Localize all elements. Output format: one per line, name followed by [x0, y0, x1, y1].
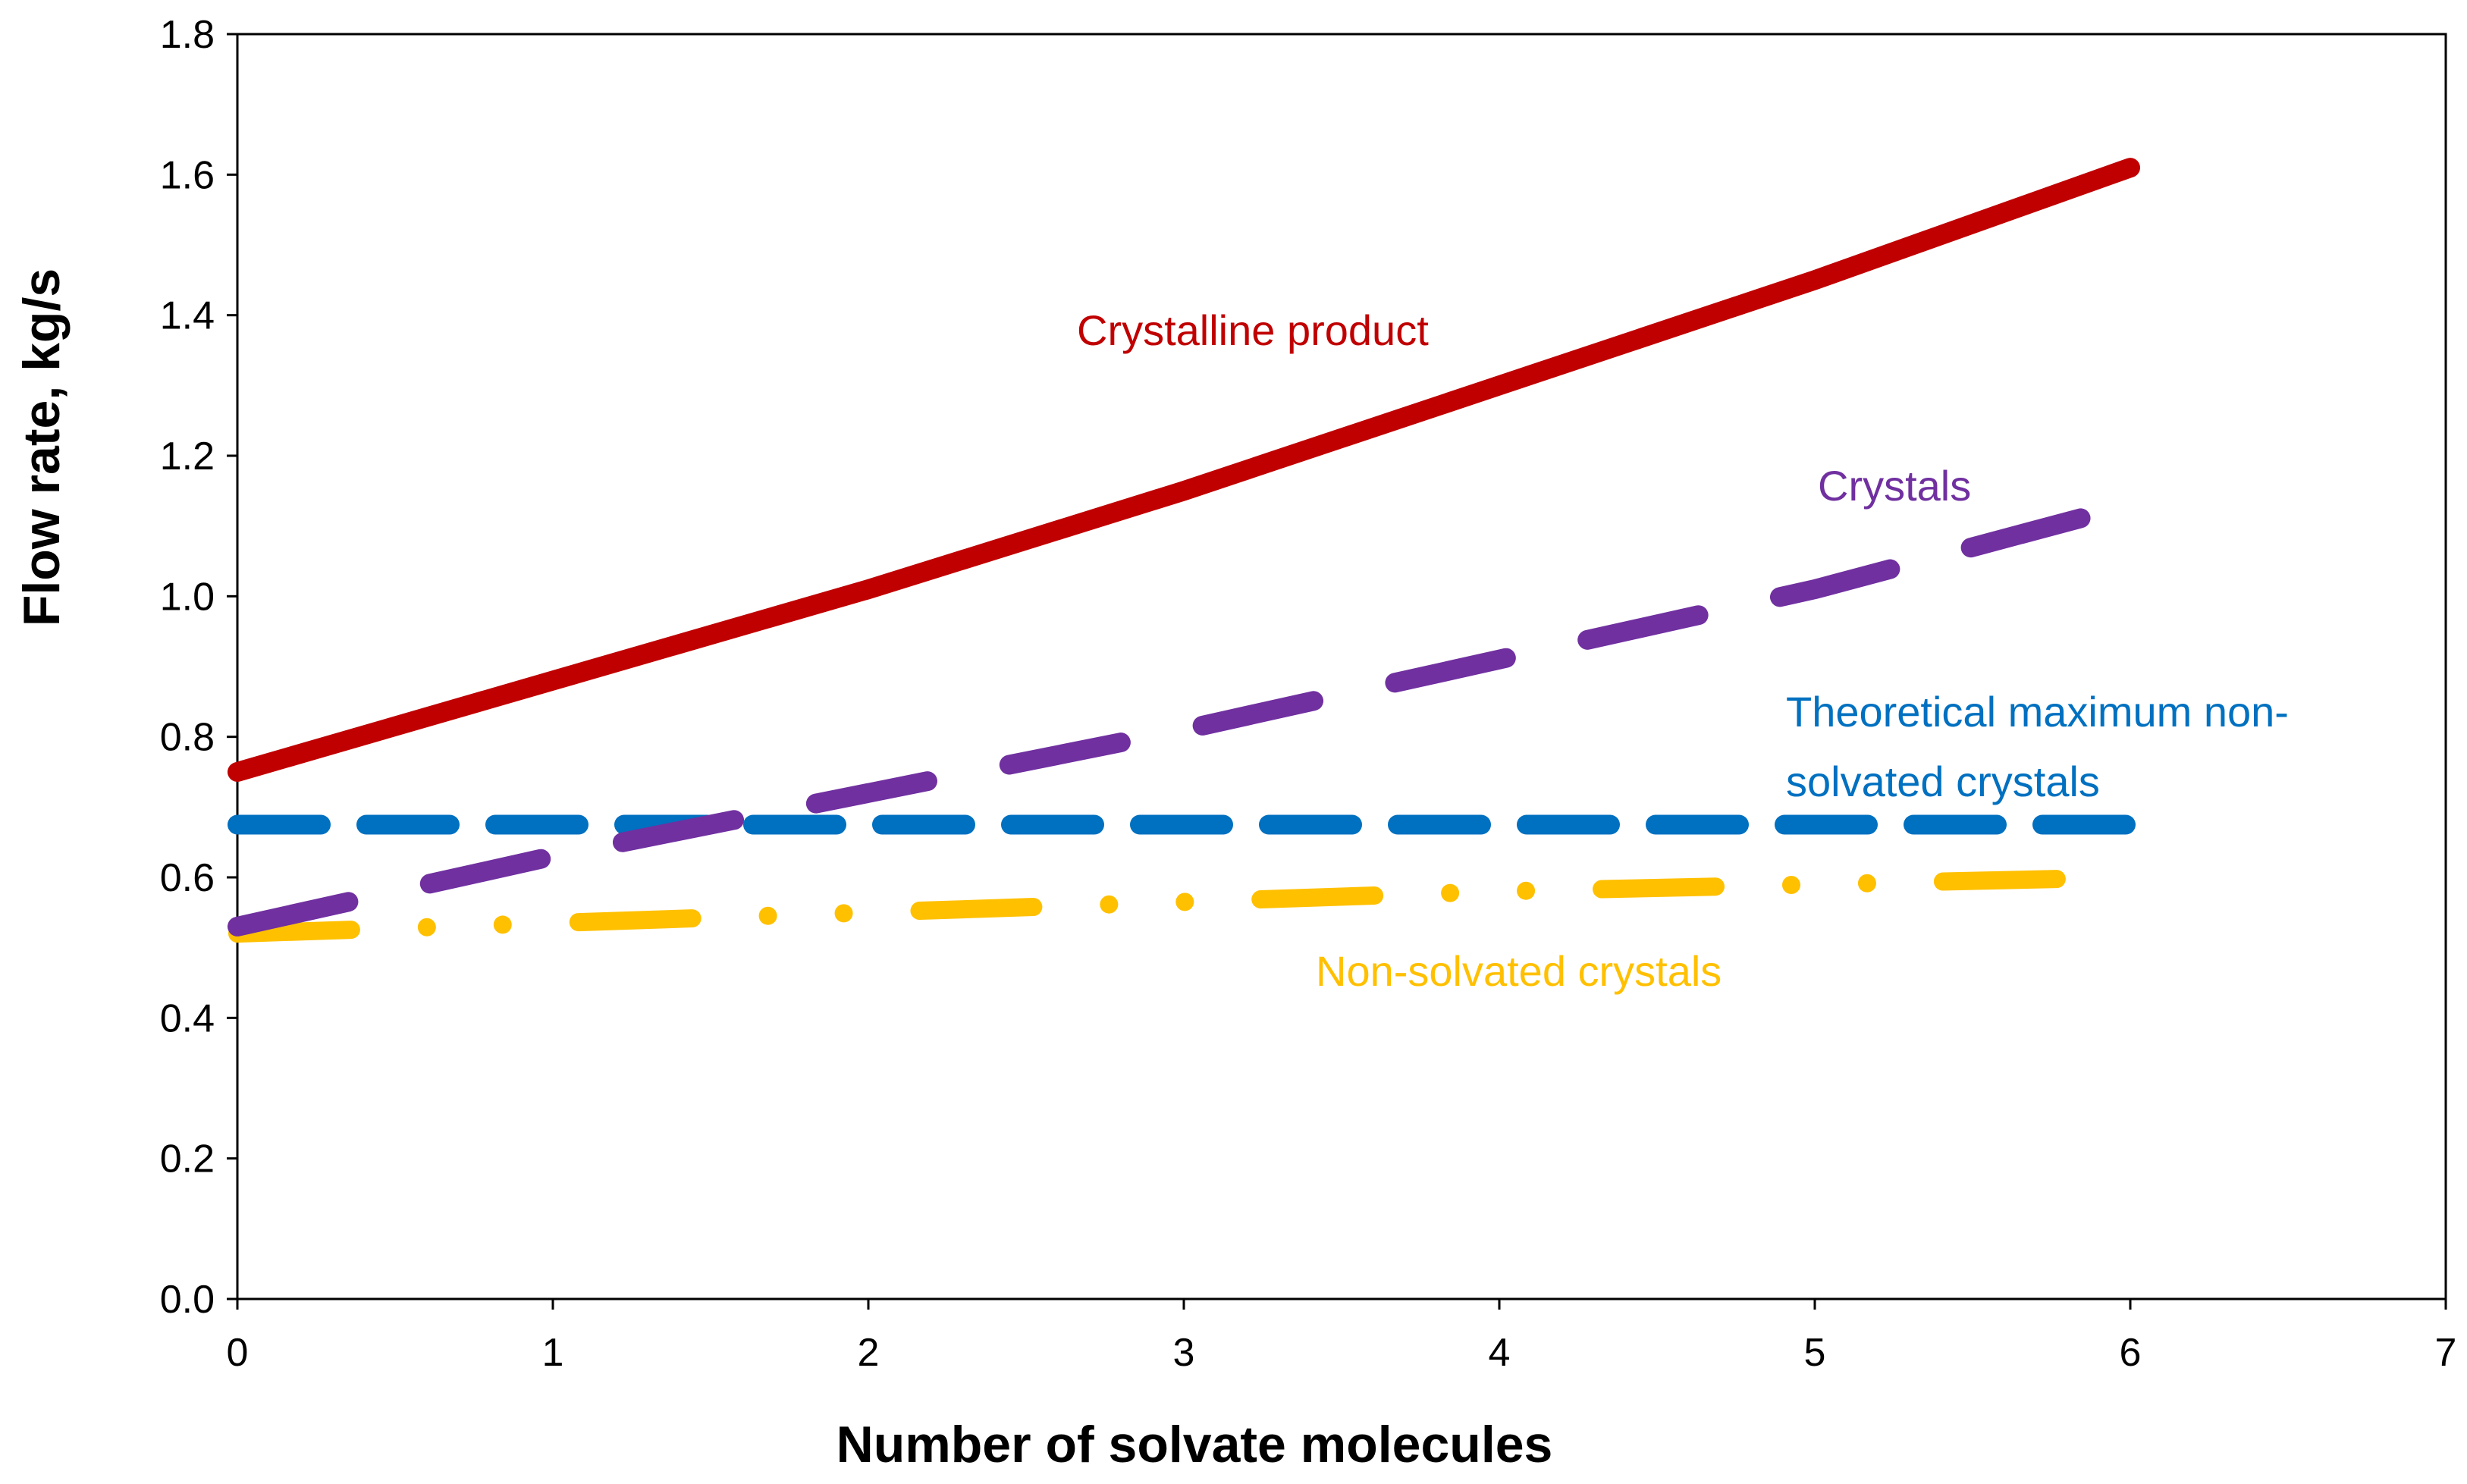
y-tick-label: 1.8 [160, 13, 215, 57]
x-axis-title: Number of solvate molecules [836, 1416, 1553, 1473]
x-axis-ticks: 0 1 2 3 4 5 6 7 [227, 1299, 2457, 1375]
y-tick-label: 0.0 [160, 1278, 215, 1322]
y-axis-title: Flow rate, kg/s [13, 268, 71, 626]
series-line-non-solvated-crystals [228, 868, 2139, 943]
annotation-theoretical-max-line2: solvated crystals [1786, 758, 2100, 805]
y-tick-label: 1.4 [160, 294, 215, 338]
y-tick-label: 0.4 [160, 996, 215, 1040]
y-tick-label: 0.2 [160, 1137, 215, 1181]
plot-frame [236, 33, 2447, 1300]
series-layer [228, 158, 2140, 943]
y-tick-label: 1.6 [160, 153, 215, 197]
x-tick-label: 0 [227, 1331, 249, 1375]
x-tick-label: 2 [858, 1331, 880, 1375]
annotation-theoretical-max-line1: Theoretical maximum non- [1786, 688, 2289, 736]
y-tick-label: 1.2 [160, 435, 215, 478]
y-tick-label: 1.0 [160, 575, 215, 619]
y-tick-label: 0.8 [160, 716, 215, 760]
y-axis-ticks: 0.0 0.2 0.4 0.6 0.8 1.0 1.2 1.4 1.6 1.8 [160, 13, 237, 1322]
x-tick-label: 1 [542, 1331, 564, 1375]
y-tick-label: 0.6 [160, 856, 215, 900]
x-tick-label: 4 [1489, 1331, 1511, 1375]
x-tick-label: 3 [1173, 1331, 1195, 1375]
series-line-crystalline-product [228, 158, 2140, 782]
plot-area-border [236, 33, 2447, 1300]
x-tick-label: 5 [1804, 1331, 1826, 1375]
annotation-non-solvated-crystals: Non-solvated crystals [1316, 947, 1722, 995]
x-tick-label: 7 [2435, 1331, 2457, 1375]
series-line-crystals [228, 494, 2140, 937]
annotation-crystalline-product: Crystalline product [1077, 306, 1429, 354]
x-tick-label: 6 [2120, 1331, 2142, 1375]
annotation-crystals: Crystals [1818, 462, 1971, 510]
